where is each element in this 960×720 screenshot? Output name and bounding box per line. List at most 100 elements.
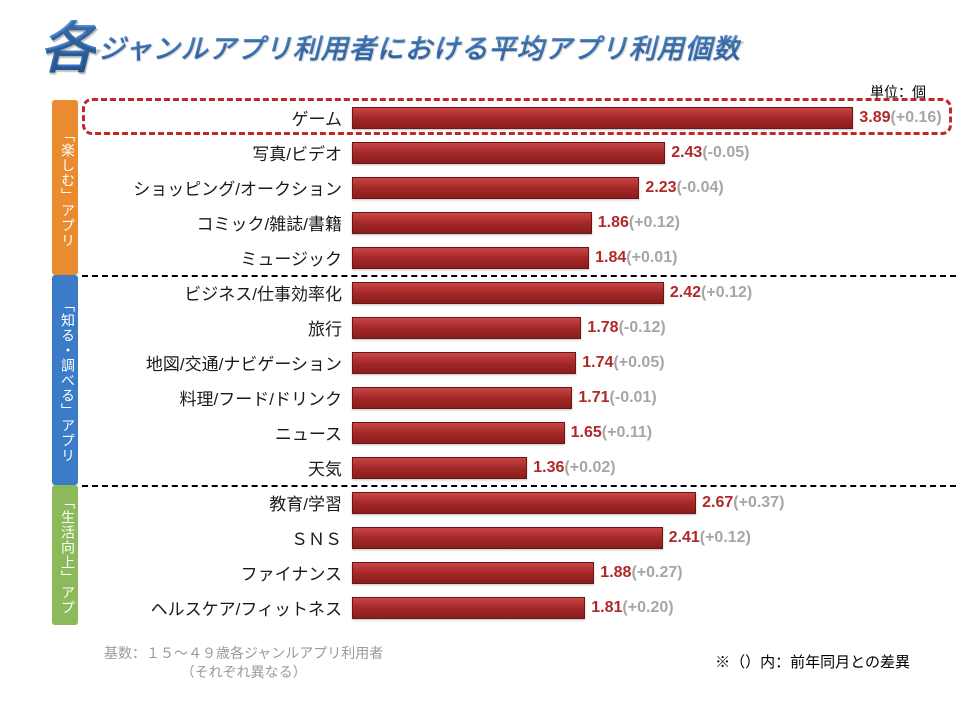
value-label: 1.88(+0.27) — [600, 564, 682, 582]
row-label: ニュース — [82, 420, 352, 445]
bar-track: 1.65(+0.11) — [352, 415, 932, 450]
chart-row: ミュージック1.84(+0.01) — [82, 240, 932, 275]
value-label: 2.41(+0.12) — [669, 529, 751, 547]
value-main: 2.67 — [702, 494, 733, 511]
bar — [352, 142, 665, 164]
value-main: 1.78 — [587, 319, 618, 336]
row-label: ビジネス/仕事効率化 — [82, 280, 352, 305]
chart-row: 料理/フード/ドリンク1.71(-0.01) — [82, 380, 932, 415]
chart-row: 旅行 1.78(-0.12) — [82, 310, 932, 345]
value-label: 1.78(-0.12) — [587, 319, 665, 337]
value-diff: (+0.05) — [613, 354, 664, 371]
chart-row: 天気 1.36(+0.02) — [82, 450, 932, 485]
chart-row: ファイナンス1.88(+0.27) — [82, 555, 932, 590]
bar-track: 1.78(-0.12) — [352, 310, 932, 345]
bar-track: 1.84(+0.01) — [352, 240, 932, 275]
bar — [352, 177, 639, 199]
value-diff: (+0.12) — [700, 529, 751, 546]
footnote-left-line2: （それぞれ異なる） — [181, 664, 307, 680]
value-main: 1.71 — [578, 389, 609, 406]
bar-track: 1.74(+0.05) — [352, 345, 932, 380]
value-diff: (+0.01) — [626, 249, 677, 266]
group-tab: 「知る・調べる」アプリ — [52, 275, 78, 485]
value-main: 2.23 — [645, 179, 676, 196]
group-separator — [82, 485, 956, 487]
value-label: 1.86(+0.12) — [598, 214, 680, 232]
bar-track: 1.86(+0.12) — [352, 205, 932, 240]
value-diff: (-0.12) — [619, 319, 666, 336]
bar — [352, 317, 581, 339]
row-label: ＳＮＳ — [82, 525, 352, 550]
highlight-box — [82, 98, 952, 135]
bar-track: 1.71(-0.01) — [352, 380, 932, 415]
bar-track: 1.81(+0.20) — [352, 590, 932, 625]
value-label: 2.67(+0.37) — [702, 494, 784, 512]
chart-row: ヘルスケア/フィットネス1.81(+0.20) — [82, 590, 932, 625]
bar-track: 2.23(-0.04) — [352, 170, 932, 205]
value-diff: (-0.01) — [610, 389, 657, 406]
value-label: 2.43(-0.05) — [671, 144, 749, 162]
value-main: 1.81 — [591, 599, 622, 616]
value-main: 1.36 — [533, 459, 564, 476]
value-diff: (+0.12) — [629, 214, 680, 231]
bar — [352, 527, 663, 549]
chart-row: 地図/交通/ナビゲーション 1.74(+0.05) — [82, 345, 932, 380]
title-first-char: 各 — [40, 20, 96, 76]
row-label: 旅行 — [82, 315, 352, 340]
chart-row: ＳＮＳ 2.41(+0.12) — [82, 520, 932, 555]
bar — [352, 352, 576, 374]
bar — [352, 597, 585, 619]
row-label: 地図/交通/ナビゲーション — [82, 350, 352, 375]
value-main: 1.88 — [600, 564, 631, 581]
footnote-right: ※（）内：前年同月との差異 — [715, 651, 910, 672]
value-main: 1.84 — [595, 249, 626, 266]
bar — [352, 247, 589, 269]
row-label: ショッピング/オークション — [82, 175, 352, 200]
bar-track: 1.88(+0.27) — [352, 555, 932, 590]
chart-row: ビジネス/仕事効率化 2.42(+0.12) — [82, 275, 932, 310]
chart-title: 各 ジャンルアプリ利用者における平均アプリ利用個数 — [40, 14, 940, 70]
value-diff: (+0.12) — [701, 284, 752, 301]
bar — [352, 457, 527, 479]
bar-track: 2.41(+0.12) — [352, 520, 932, 555]
bar-track: 2.43(-0.05) — [352, 135, 932, 170]
row-label: 料理/フード/ドリンク — [82, 385, 352, 410]
value-label: 1.36(+0.02) — [533, 459, 615, 477]
bar-track: 2.42(+0.12) — [352, 275, 932, 310]
bar — [352, 212, 592, 234]
value-diff: (+0.37) — [733, 494, 784, 511]
value-diff: (+0.11) — [602, 424, 652, 441]
value-label: 1.74(+0.05) — [582, 354, 664, 372]
value-diff: (+0.02) — [564, 459, 615, 476]
chart-row: 教育/学習 2.67(+0.37) — [82, 485, 932, 520]
row-label: 天気 — [82, 455, 352, 480]
row-label: 写真/ビデオ — [82, 140, 352, 165]
group-tab: 「生活向上」アプリ — [52, 485, 78, 625]
bar — [352, 562, 594, 584]
row-label: ミュージック — [82, 245, 352, 270]
value-diff: (+0.27) — [631, 564, 682, 581]
bar — [352, 282, 664, 304]
chart-area: ゲーム3.89(+0.16)写真/ビデオ2.43(-0.05)ショッピング/オー… — [52, 100, 932, 625]
value-main: 1.86 — [598, 214, 629, 231]
value-diff: (+0.20) — [622, 599, 673, 616]
value-main: 1.74 — [582, 354, 613, 371]
row-label: 教育/学習 — [82, 490, 352, 515]
bar — [352, 492, 696, 514]
row-label: ヘルスケア/フィットネス — [82, 595, 352, 620]
value-main: 2.42 — [670, 284, 701, 301]
title-rest: ジャンルアプリ利用者における平均アプリ利用個数 — [98, 27, 741, 70]
value-label: 1.65(+0.11) — [571, 424, 652, 442]
value-label: 2.42(+0.12) — [670, 284, 752, 302]
group-tab: 「楽しむ」アプリ — [52, 100, 78, 275]
group-separator — [82, 275, 956, 277]
value-main: 2.43 — [671, 144, 702, 161]
footnote-left-line1: 基数：１５～４９歳各ジャンルアプリ利用者 — [104, 645, 383, 661]
chart-row: コミック/雑誌/書籍1.86(+0.12) — [82, 205, 932, 240]
chart-row: 写真/ビデオ 2.43(-0.05) — [82, 135, 932, 170]
bar — [352, 387, 572, 409]
value-main: 2.41 — [669, 529, 700, 546]
chart-row: ニュース 1.65(+0.11) — [82, 415, 932, 450]
rows-container: ゲーム3.89(+0.16)写真/ビデオ2.43(-0.05)ショッピング/オー… — [82, 100, 932, 625]
value-label: 2.23(-0.04) — [645, 179, 723, 197]
